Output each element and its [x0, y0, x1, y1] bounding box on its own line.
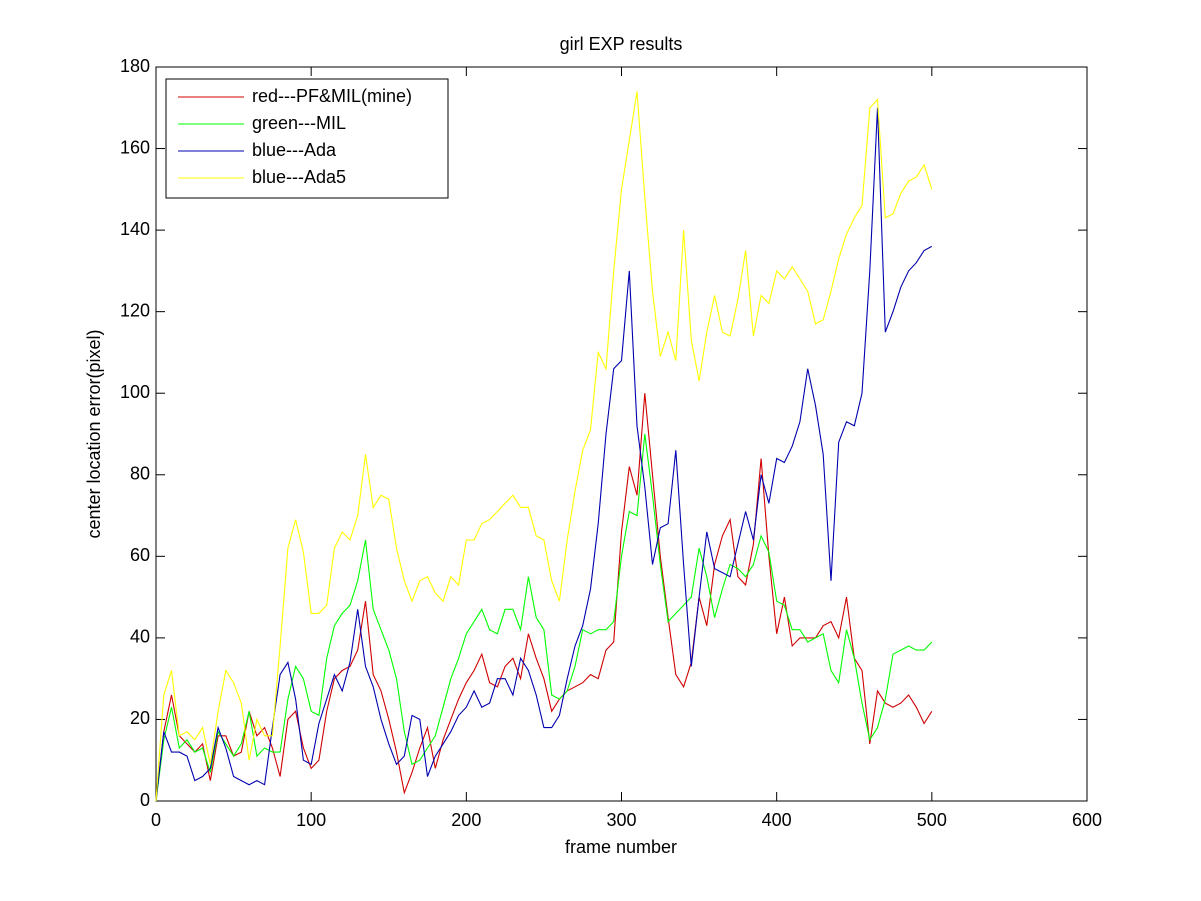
data-line — [155, 107, 933, 802]
y-tick-label: 120 — [120, 300, 150, 320]
data-line — [155, 393, 933, 802]
x-tick-label: 0 — [151, 810, 161, 830]
legend-label: blue---Ada5 — [252, 167, 346, 187]
data-line — [155, 91, 933, 802]
y-tick-label: 100 — [120, 382, 150, 402]
x-tick-label: 600 — [1072, 810, 1102, 830]
legend-label: green---MIL — [252, 113, 346, 133]
y-tick-label: 180 — [120, 56, 150, 76]
y-tick-label: 60 — [130, 545, 150, 565]
chart-title: girl EXP results — [560, 34, 683, 54]
y-tick-label: 0 — [140, 790, 150, 810]
y-tick-label: 20 — [130, 708, 150, 728]
data-line — [155, 433, 933, 802]
legend-label: red---PF&MIL(mine) — [252, 86, 412, 106]
y-tick-label: 160 — [120, 137, 150, 157]
y-tick-label: 140 — [120, 219, 150, 239]
legend-label: blue---Ada — [252, 140, 337, 160]
y-tick-label: 80 — [130, 464, 150, 484]
x-tick-label: 100 — [296, 810, 326, 830]
x-tick-label: 500 — [917, 810, 947, 830]
x-axis-label: frame number — [565, 837, 677, 857]
x-tick-label: 400 — [762, 810, 792, 830]
x-tick-label: 300 — [606, 810, 636, 830]
x-tick-label: 200 — [451, 810, 481, 830]
y-axis-label: center location error(pixel) — [84, 329, 104, 538]
y-tick-label: 40 — [130, 627, 150, 647]
